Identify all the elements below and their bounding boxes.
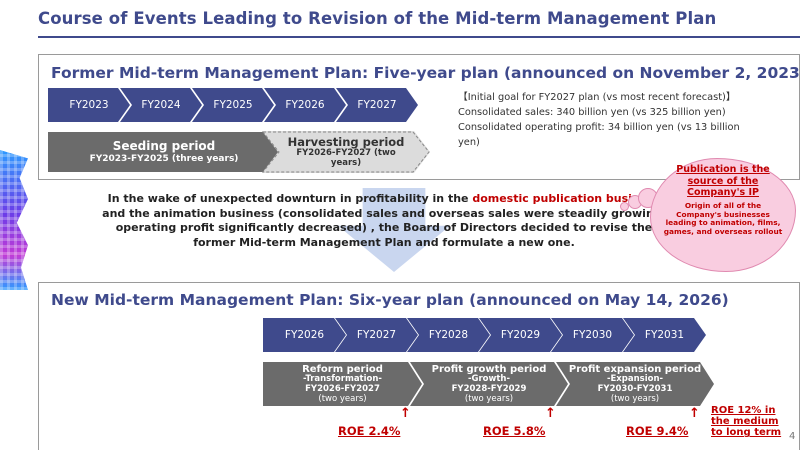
growth-period-range: FY2028-FY2029 <box>451 383 527 394</box>
seeding-period-arrow: Seeding period FY2023-FY2025 (three year… <box>48 132 280 172</box>
harvesting-period-arrow: Harvesting period FY2026-FY2027 (two yea… <box>262 131 430 173</box>
former-year-fy2027: FY2027 <box>336 88 418 122</box>
goal-header: 【Initial goal for FY2027 plan (vs most r… <box>458 92 736 103</box>
reform-period-theme: -Transformation- <box>303 374 382 385</box>
page-number: 4 <box>789 431 796 442</box>
former-plan-heading: Former Mid-term Management Plan: Five-ye… <box>51 64 800 82</box>
growth-period-arrow: Profit growth period -Growth- FY2028-FY2… <box>410 362 568 406</box>
roe-up-arrow-3: ↑ <box>689 406 700 421</box>
rationale-part2: and the animation business (consolidated… <box>102 206 666 249</box>
new-year-fy2027: FY2027 <box>335 318 418 352</box>
expansion-period-label: Profit expansion period <box>568 363 702 375</box>
decorative-side-pattern <box>0 150 28 290</box>
former-year-fy2023: FY2023 <box>48 88 130 122</box>
new-year-fy2030: FY2030 <box>551 318 634 352</box>
fy2027-initial-goal: 【Initial goal for FY2027 plan (vs most r… <box>458 90 758 150</box>
new-year-fy2026: FY2026 <box>263 318 346 352</box>
publication-callout-cloud: Publication is the source of the Company… <box>620 158 796 272</box>
roe-expansion-target: ROE 9.4% <box>626 424 689 438</box>
callout-body: Origin of all of the Company's businesse… <box>663 201 783 236</box>
rationale-part1: In the wake of unexpected downturn in pr… <box>107 192 473 205</box>
new-plan-heading: New Mid-term Management Plan: Six-year p… <box>51 291 729 309</box>
seeding-period-label: Seeding period <box>112 138 216 153</box>
roe-reform-target: ROE 2.4% <box>338 424 401 438</box>
growth-period-label: Profit growth period <box>431 363 547 375</box>
reform-period-arrow: Reform period -Transformation- FY2026-FY… <box>263 362 422 406</box>
goal-operating-profit: Consolidated operating profit: 34 billio… <box>458 122 740 148</box>
growth-period-duration: (two years) <box>464 393 514 404</box>
title-divider <box>38 36 800 38</box>
seeding-period-range: FY2023-FY2025 (three years) <box>89 153 239 164</box>
expansion-period-range: FY2030-FY2031 <box>597 383 673 394</box>
growth-period-theme: -Growth- <box>467 374 511 385</box>
callout-bubble-small <box>620 202 629 211</box>
new-year-fy2031: FY2031 <box>623 318 706 352</box>
expansion-period-theme: -Expansion- <box>606 374 664 385</box>
harvesting-dashed-outline <box>262 131 430 173</box>
roe-up-arrow-1: ↑ <box>400 406 411 421</box>
new-year-fy2028: FY2028 <box>407 318 490 352</box>
revision-rationale-text: In the wake of unexpected downturn in pr… <box>100 192 668 250</box>
goal-consolidated-sales: Consolidated sales: 340 billion yen (vs … <box>458 107 726 118</box>
former-year-fy2025: FY2025 <box>192 88 274 122</box>
reform-period-range: FY2026-FY2027 <box>305 383 380 394</box>
former-year-fy2026: FY2026 <box>264 88 346 122</box>
rationale-highlight: domestic publication business <box>472 192 661 205</box>
former-year-fy2024: FY2024 <box>120 88 202 122</box>
roe-long-term-target: ROE 12% in the medium to long term <box>711 405 782 439</box>
roe-up-arrow-2: ↑ <box>545 406 556 421</box>
new-year-fy2029: FY2029 <box>479 318 562 352</box>
page-title: Course of Events Leading to Revision of … <box>38 9 717 28</box>
expansion-period-duration: (two years) <box>610 393 660 404</box>
reform-period-duration: (two years) <box>318 393 367 404</box>
roe-growth-target: ROE 5.8% <box>483 424 546 438</box>
expansion-period-arrow: Profit expansion period -Expansion- FY20… <box>556 362 714 406</box>
harvesting-period-range: FY2026-FY2027 (two years) <box>296 147 396 168</box>
callout-title: Publication is the source of the Company… <box>676 164 770 198</box>
harvesting-period-label: Harvesting period <box>287 134 405 149</box>
reform-period-label: Reform period <box>302 363 383 375</box>
